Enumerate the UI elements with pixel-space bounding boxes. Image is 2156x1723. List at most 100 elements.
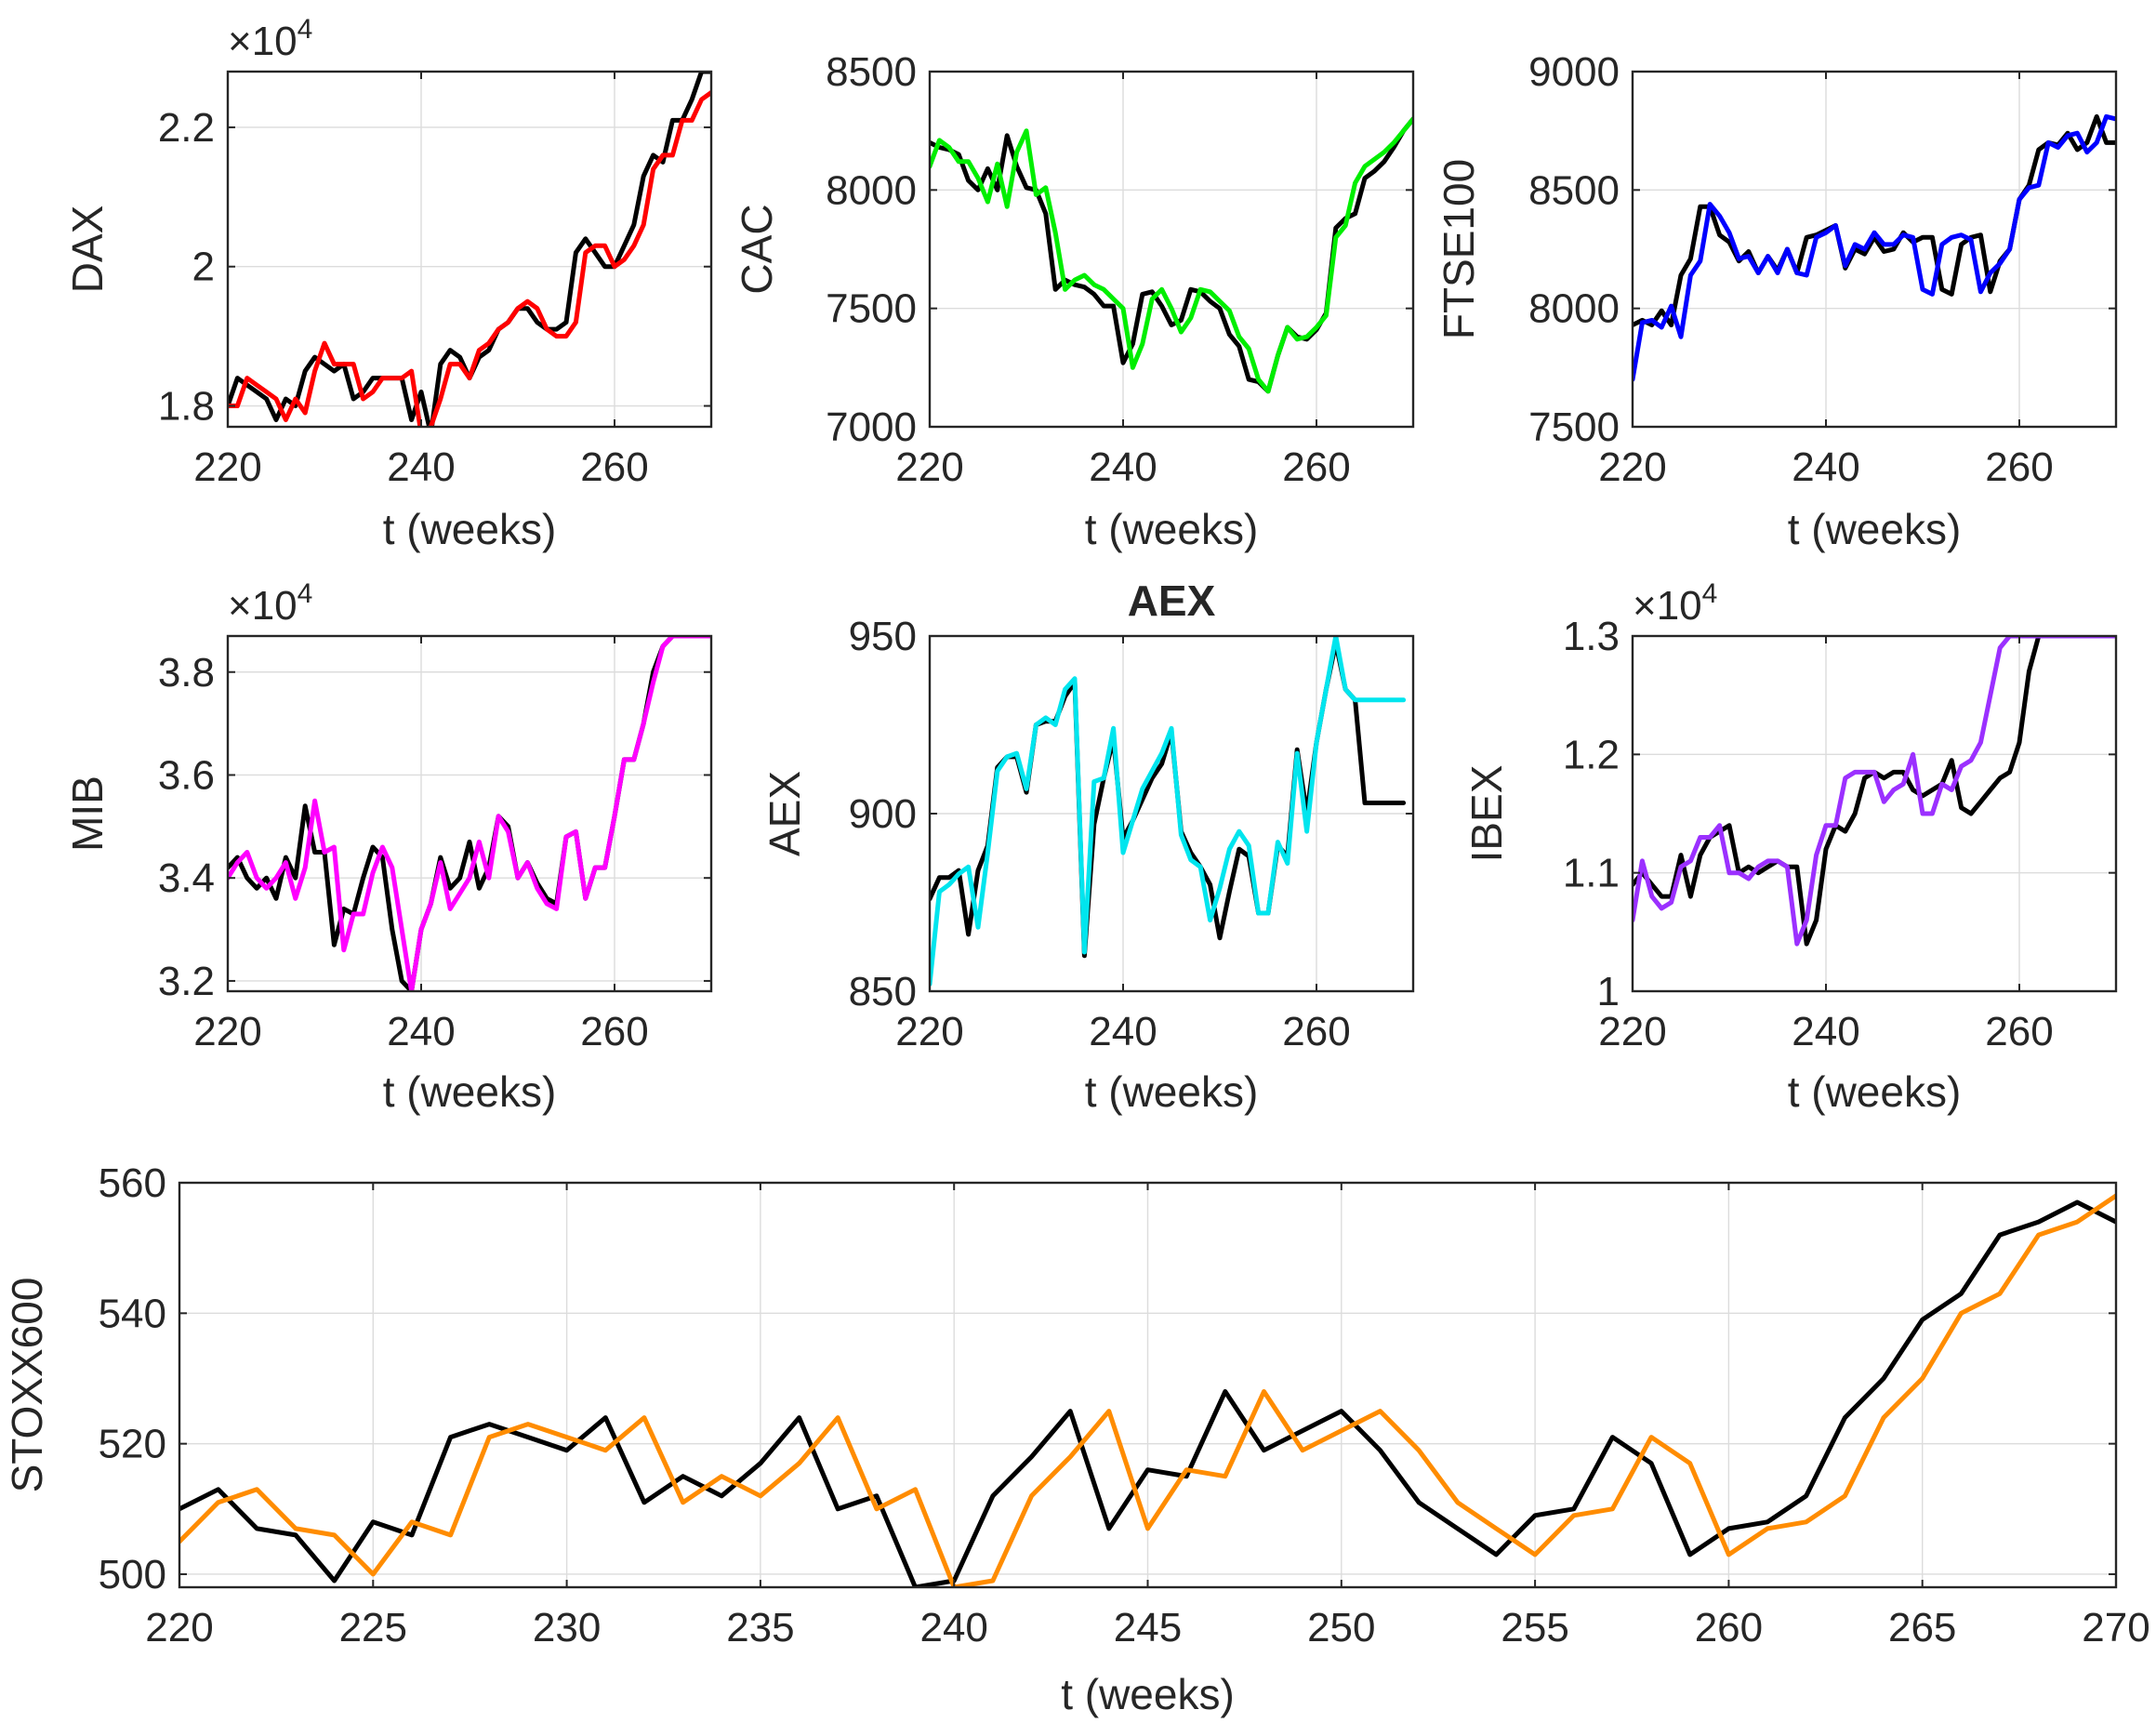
- mib-axes-frame: [226, 634, 713, 993]
- ibex-plot-area: [1633, 636, 2116, 991]
- ibex-exponent-label: ×104: [1633, 578, 1717, 629]
- dax-y-tick-label: 2: [192, 245, 215, 290]
- chart-stoxx: 220 225 230 235 240 245 250 255 260 265 270 500 520 5…: [3, 1160, 2150, 1718]
- ftse-series-predicted: [1633, 113, 2116, 382]
- mib-x-tick-label: 220: [193, 1009, 261, 1054]
- ftse-x-tick-label: 260: [1985, 444, 2053, 490]
- cac-y-tick-label: 7500: [826, 286, 917, 332]
- ibex-y-tick-label: 1: [1597, 969, 1620, 1014]
- cac-series-predicted: [930, 116, 1413, 394]
- stoxx-x-tick-label: 260: [1695, 1605, 1763, 1650]
- aex-x-tick-label: 240: [1089, 1009, 1157, 1054]
- cac-series-group: [930, 116, 1413, 394]
- ftse-y-axis-label: FTSE100: [1435, 159, 1483, 339]
- stoxx-y-axis-label: STOXX600: [3, 1278, 51, 1493]
- ftse-y-tick-label: 8500: [1528, 167, 1620, 213]
- chart-dax: 220 240 260 1.8 2 2.2 ×104 t (weeks) DAX: [63, 14, 713, 553]
- ftse-x-tick-label: 220: [1598, 444, 1666, 490]
- ibex-axes-frame: [1631, 634, 2118, 993]
- ibex-y-axis-label: IBEX: [1462, 765, 1511, 863]
- aex-series-group: [930, 636, 1407, 987]
- aex-y-tick-label: 950: [849, 614, 917, 659]
- ibex-series-group: [1633, 636, 2116, 947]
- mib-exponent-label: ×104: [228, 578, 312, 629]
- chart-cac: 220 240 260 7000 7500 8000 8500 t (weeks) CAC: [733, 49, 1415, 553]
- mib-x-axis-label: t (weeks): [383, 1067, 557, 1116]
- dax-x-tick-label: 220: [193, 444, 261, 490]
- ftse-series-actual: [1633, 113, 2116, 327]
- cac-plot-area: [930, 72, 1413, 427]
- ibex-y-tick-label: 1.2: [1563, 732, 1620, 777]
- ftse-x-tick-label: 240: [1792, 444, 1859, 490]
- ibex-y-tick-label: 1.1: [1563, 851, 1620, 896]
- mib-y-axis-label: MIB: [63, 775, 112, 852]
- cac-x-tick-label: 220: [895, 444, 963, 490]
- aex-x-tick-label: 220: [895, 1009, 963, 1054]
- ibex-series-predicted: [1633, 636, 2116, 947]
- dax-x-tick-label: 260: [580, 444, 648, 490]
- mib-plot-area: [228, 636, 711, 991]
- mib-x-tick-label: 260: [580, 1009, 648, 1054]
- mib-y-tick-label: 3.4: [158, 855, 215, 901]
- stoxx-x-tick-label: 230: [533, 1605, 601, 1650]
- stoxx-y-tick-label: 560: [99, 1160, 166, 1206]
- aex-y-axis-label: AEX: [761, 771, 809, 856]
- ftse-y-tick-label: 7500: [1528, 404, 1620, 450]
- stoxx-x-tick-label: 265: [1888, 1605, 1956, 1650]
- ibex-x-axis-label: t (weeks): [1788, 1067, 1962, 1116]
- stoxx-x-tick-label: 245: [1114, 1605, 1182, 1650]
- cac-axes-frame: [928, 70, 1415, 429]
- ftse-x-axis-label: t (weeks): [1788, 505, 1962, 553]
- chart-ibex: 220 240 260 1 1.1 1.2 1.3 ×104 t (weeks) IBEX: [1462, 578, 2118, 1116]
- stoxx-series-group: [179, 1193, 2116, 1587]
- ftse-y-tick-label: 8000: [1528, 286, 1620, 332]
- mib-series-group: [228, 636, 711, 991]
- stoxx-y-tick-label: 520: [99, 1422, 166, 1467]
- mib-x-tick-label: 240: [387, 1009, 455, 1054]
- dax-y-axis-label: DAX: [63, 205, 112, 294]
- ibex-x-tick-label: 240: [1792, 1009, 1859, 1054]
- stoxx-y-tick-label: 540: [99, 1291, 166, 1336]
- chart-ftse: 220 240 260 7500 8000 8500 9000 t (weeks) FTSE10…: [1435, 49, 2118, 553]
- ftse-axes-frame: [1631, 70, 2118, 429]
- mib-y-tick-label: 3.8: [158, 650, 215, 696]
- dax-y-tick-label: 2.2: [158, 105, 215, 151]
- cac-x-tick-label: 260: [1282, 444, 1350, 490]
- stoxx-series-actual: [179, 1199, 2116, 1587]
- aex-y-tick-label: 900: [849, 791, 917, 837]
- aex-y-tick-label: 850: [849, 969, 917, 1014]
- dax-exponent-label: ×104: [228, 14, 312, 64]
- mib-series-predicted: [228, 636, 711, 991]
- chart-aex: 220 240 260 850 900 950 AEX t (weeks) AEX: [761, 577, 1415, 1116]
- ibex-y-tick-label: 1.3: [1563, 614, 1620, 659]
- stoxx-x-tick-label: 255: [1501, 1605, 1568, 1650]
- stoxx-x-tick-label: 250: [1307, 1605, 1375, 1650]
- stoxx-x-tick-label: 240: [919, 1605, 987, 1650]
- cac-x-axis-label: t (weeks): [1085, 505, 1259, 553]
- cac-y-tick-label: 8000: [826, 167, 917, 213]
- cac-y-tick-label: 8500: [826, 49, 917, 95]
- aex-title: AEX: [1128, 577, 1216, 625]
- dax-series-group: [228, 72, 711, 427]
- dax-x-axis-label: t (weeks): [383, 505, 557, 553]
- aex-series-predicted: [930, 636, 1407, 987]
- aex-x-tick-label: 260: [1282, 1009, 1350, 1054]
- chart-mib: 220 240 260 3.2 3.4 3.6 3.8 ×104 t (weeks) MIB: [63, 578, 713, 1116]
- ftse-plot-area: [1633, 72, 2116, 427]
- ftse-series-group: [1633, 113, 2116, 382]
- stoxx-x-tick-label: 220: [145, 1605, 213, 1650]
- mib-y-tick-label: 3.6: [158, 752, 215, 798]
- stoxx-x-tick-label: 225: [339, 1605, 407, 1650]
- stoxx-y-tick-label: 500: [99, 1552, 166, 1597]
- dax-axes-frame: [226, 70, 713, 429]
- stoxx-x-axis-label: t (weeks): [1061, 1670, 1235, 1718]
- stoxx-x-tick-label: 235: [726, 1605, 794, 1650]
- aex-x-axis-label: t (weeks): [1085, 1067, 1259, 1116]
- stoxx-series-predicted: [179, 1193, 2116, 1587]
- dax-series-predicted: [228, 90, 711, 427]
- stoxx-x-tick-label: 270: [2082, 1605, 2149, 1650]
- cac-y-tick-label: 7000: [826, 404, 917, 450]
- ibex-x-tick-label: 220: [1598, 1009, 1666, 1054]
- dax-x-tick-label: 240: [387, 444, 455, 490]
